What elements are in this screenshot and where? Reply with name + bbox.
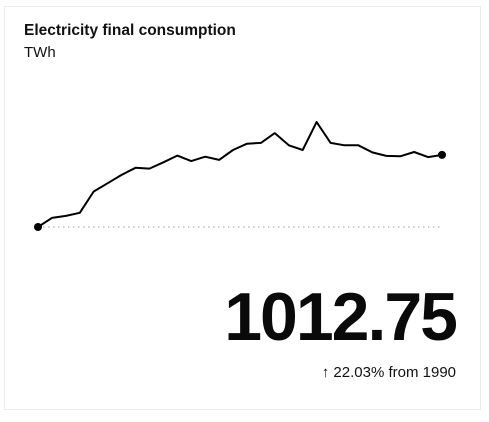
kpi-card: Electricity final consumption TWh 1012.7… <box>4 6 481 410</box>
last-point <box>438 150 446 159</box>
series-line <box>37 121 443 228</box>
first-point <box>34 223 42 231</box>
card-unit: TWh <box>24 44 56 61</box>
kpi-value: 1012.75 <box>224 279 458 355</box>
change-indicator: ↑ 22.03% from 1990 <box>322 364 456 381</box>
data-points <box>34 150 446 231</box>
arrow-up-icon: ↑ <box>321 364 330 381</box>
card-title: Electricity final consumption <box>24 22 236 39</box>
sparkline-chart <box>34 121 446 231</box>
change-text: 22.03% from 1990 <box>333 364 456 381</box>
